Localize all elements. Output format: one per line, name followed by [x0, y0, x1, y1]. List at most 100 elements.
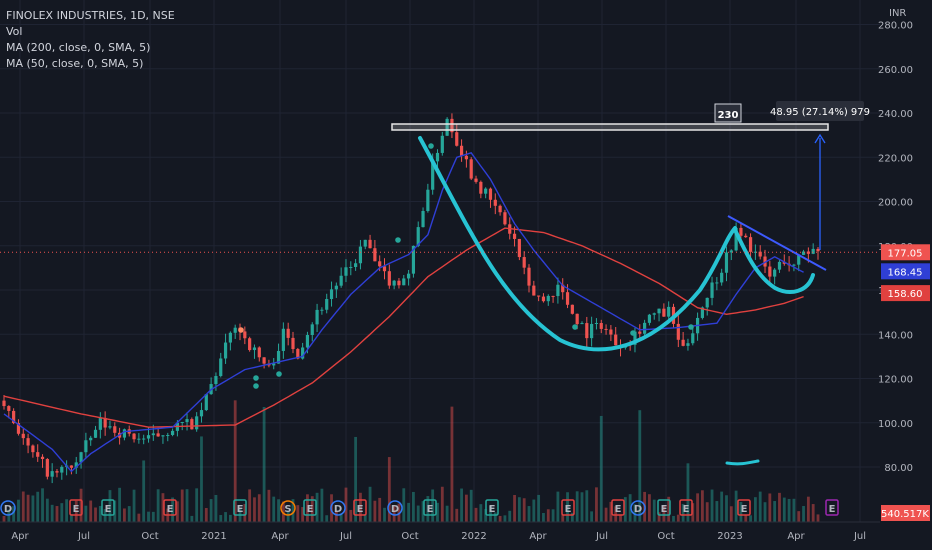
candle-body [541, 296, 546, 302]
candle-body [103, 417, 107, 428]
volume-bar [383, 507, 386, 522]
volume-bar [806, 496, 810, 522]
volume-bar [147, 511, 150, 522]
candle-body [450, 118, 454, 133]
volume-bar [686, 463, 690, 522]
volume-bar [455, 508, 459, 522]
event-marker [163, 499, 177, 516]
event-marker-label: E [105, 504, 112, 515]
candle-body [31, 445, 35, 453]
candle-body [98, 417, 102, 430]
legend-symbol[interactable]: FINOLEX INDUSTRIES, 1D, NSE [6, 9, 175, 22]
volume-bar [464, 494, 468, 522]
candle-body [662, 308, 666, 317]
candle-body [705, 297, 709, 308]
volume-bar [65, 499, 69, 522]
event-marker-label: E [683, 504, 690, 515]
event-marker [423, 499, 437, 516]
volume-bar [339, 513, 343, 522]
candle-body [382, 266, 387, 272]
chart-legend: FINOLEX INDUSTRIES, 1D, NSE Vol MA (200,… [6, 8, 175, 72]
volume-bar [768, 493, 772, 522]
event-marker-label: E [741, 504, 748, 515]
candle-body [594, 322, 599, 324]
candle-body [464, 155, 468, 160]
resistance-label-bg [714, 103, 742, 123]
volume-bar [623, 497, 627, 522]
volume-bar [156, 489, 160, 522]
volume-bar [816, 514, 820, 522]
candle-body [565, 292, 570, 305]
volume-bar [570, 512, 574, 522]
volume-bar [696, 493, 699, 522]
volume-bar [368, 486, 372, 522]
volume-bar [734, 490, 738, 522]
candle-body [146, 435, 151, 439]
volume-bar [811, 504, 815, 522]
volume-bar [710, 489, 714, 522]
volume-bar [98, 506, 102, 522]
volume-bar [2, 515, 6, 522]
volume-bar [70, 514, 73, 522]
candle-body [195, 416, 199, 430]
candle-body [252, 347, 257, 351]
candle-body [748, 237, 753, 252]
time-tick-label: Jul [77, 531, 90, 542]
event-marker-label: D [4, 504, 12, 515]
time-tick-label: 2022 [461, 531, 486, 542]
legend-ma200[interactable]: MA (200, close, 0, SMA, 5) [6, 41, 151, 54]
volume-bar [450, 406, 454, 522]
volume-bar [778, 492, 781, 522]
candle-body [715, 282, 719, 284]
legend-volume[interactable]: Vol [6, 25, 23, 38]
time-tick-label: Apr [529, 531, 547, 542]
event-marker-label: E [427, 504, 434, 515]
candle-body [12, 410, 16, 424]
volume-bar [797, 511, 801, 522]
candle-body [50, 471, 54, 477]
ma200-line [3, 227, 804, 428]
candle-body [657, 308, 661, 314]
volume-bar [185, 489, 189, 522]
candle-body [272, 363, 276, 366]
candle-body [667, 306, 671, 317]
measure-label: 48.95 (27.14%) 979 [770, 107, 870, 118]
volume-bar [354, 436, 358, 522]
measure-arrowhead [814, 133, 826, 144]
event-marker [233, 499, 247, 516]
volume-tag: 540.517K [881, 509, 929, 520]
volume-bar [725, 495, 728, 522]
price-tick-label: 280.00 [878, 21, 913, 32]
volume-bar [45, 498, 49, 522]
candle-body [676, 323, 680, 340]
volume-marker [725, 459, 760, 466]
candle-body [739, 227, 743, 236]
legend-ma50[interactable]: MA (50, close, 0, SMA, 5) [6, 57, 144, 70]
price-tick-label: 200.00 [878, 198, 913, 209]
candle-body [811, 248, 815, 254]
volume-bar [378, 497, 382, 522]
volume-bar [652, 499, 656, 522]
candle-body [310, 324, 314, 335]
volume-bar [142, 460, 146, 522]
candle-body [488, 188, 493, 200]
event-marker-label: E [357, 504, 364, 515]
volume-bar [334, 511, 338, 522]
volume-bar [585, 490, 589, 522]
candle-body [7, 406, 11, 411]
time-tick-label: Apr [271, 531, 289, 542]
candle-body [729, 250, 733, 253]
current-price-tag-bg [881, 244, 930, 261]
candle-body [204, 394, 208, 411]
volume-bar [17, 499, 20, 522]
signal-dot [253, 375, 259, 381]
candle-body [609, 329, 613, 335]
volume-bar [195, 488, 199, 522]
volume-bar [214, 494, 218, 522]
volume-bar [123, 508, 126, 522]
handle-pattern [733, 228, 815, 294]
volume-bar [291, 499, 295, 522]
volume-bar [272, 496, 276, 522]
volume-bar [436, 502, 439, 522]
